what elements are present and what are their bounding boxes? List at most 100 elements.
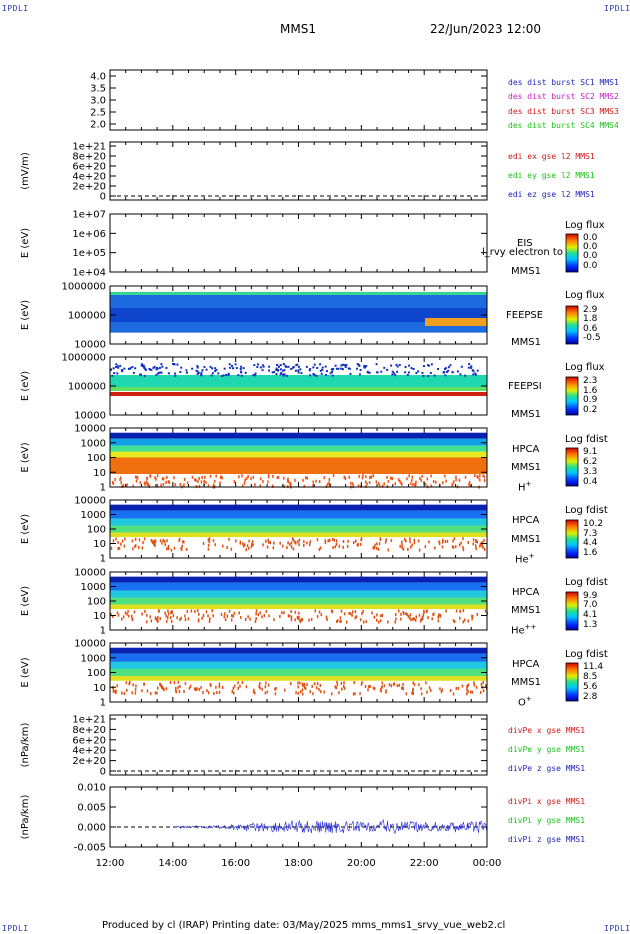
- heatmap-hpca-speck: [297, 685, 299, 689]
- heatmap-hpca-speck: [411, 617, 414, 621]
- heatmap-hpca-speck: [155, 618, 158, 622]
- heatmap-hpca-speck: [243, 544, 245, 548]
- y-axis-label: (nPa/km): [20, 723, 31, 768]
- heatmap-hpca-speck: [438, 613, 440, 617]
- panel-frame: [109, 141, 488, 201]
- heatmap-hpca-speck: [481, 542, 483, 546]
- heatmap-feepsi-speck: [174, 374, 177, 377]
- legend-divpi-x: divPi x gse MMS1: [508, 797, 586, 806]
- heatmap-hpca-speck: [406, 613, 408, 617]
- heatmap-hpca-speck: [127, 614, 130, 618]
- heatmap-hpca-speck: [273, 618, 275, 622]
- heatmap-feepsi-speck: [242, 367, 245, 370]
- heatmap-feepsi-speck: [132, 371, 135, 374]
- heatmap-hpca-speck: [362, 610, 364, 614]
- heatmap-hpca-speck: [316, 682, 319, 686]
- y-tick-label: 3.5: [90, 84, 106, 95]
- heatmap-hpca-speck: [167, 547, 170, 551]
- heatmap-hpca-speck: [277, 476, 280, 480]
- heatmap-hpca-speck: [146, 477, 148, 481]
- legend-divpi-y: divPi y gse MMS1: [508, 816, 586, 825]
- heatmap-hpca-speck: [339, 619, 341, 623]
- heatmap-hpca-speck: [254, 483, 256, 487]
- heatmap-hpca-speck: [352, 692, 355, 696]
- heatmap-hpca-speck: [119, 478, 121, 482]
- heatmap-hpca-speck: [116, 611, 119, 615]
- heatmap-hpca-speck: [328, 481, 330, 485]
- heatmap-hpca-speck: [279, 614, 281, 618]
- heatmap-feepsi-speck: [227, 372, 230, 375]
- heatmap-hpca-speck: [124, 537, 126, 541]
- heatmap-hpca-speck: [137, 546, 140, 550]
- heatmap-hpca-speck: [396, 684, 399, 688]
- heatmap-hpca-speck: [190, 609, 193, 613]
- heatmap-hpca-speck: [395, 617, 397, 621]
- heatmap-hpca-speck: [345, 620, 348, 624]
- heatmap-feepsi-speck: [335, 367, 338, 370]
- heatmap-hpca-speck: [283, 484, 285, 488]
- heatmap-hpca-speck: [241, 474, 243, 478]
- heatmap-hpca-speck: [127, 609, 129, 613]
- heatmap-feepsi-speck: [396, 365, 399, 368]
- heatmap-feepsi-speck: [230, 364, 233, 367]
- colorbar: [565, 305, 579, 345]
- heatmap-feepsi-speck: [470, 365, 473, 368]
- heatmap-hpca-speck: [223, 615, 226, 619]
- y-tick-label: 1000: [81, 582, 106, 593]
- heatmap-hpca-speck: [379, 619, 382, 623]
- heatmap-hpca-speck: [134, 688, 137, 692]
- heatmap-hpca-speck: [479, 474, 481, 478]
- heatmap-hpca-speck: [195, 687, 198, 691]
- heatmap-hpca-speck: [482, 545, 484, 549]
- heatmap-hpca-speck: [112, 482, 115, 486]
- heatmap-hpca-speck: [401, 546, 404, 550]
- y-tick-label: 1e+05: [72, 248, 106, 259]
- heatmap-hpca-speck: [194, 478, 196, 482]
- heatmap-hpca-speck: [154, 543, 156, 547]
- cbar-tick: 9.9: [583, 591, 598, 601]
- heatmap-hpca-speck: [400, 612, 402, 616]
- heatmap-hpca-speck: [394, 620, 396, 624]
- heatmap-hpca-speck: [178, 539, 180, 543]
- heatmap-hpca-speck: [146, 481, 148, 485]
- heatmap-hpca-speck: [157, 619, 159, 623]
- corner-label-top-left: IPDLI: [2, 4, 29, 13]
- heatmap-hpca-speck: [298, 611, 300, 615]
- heatmap-feepsi-speck: [215, 368, 218, 371]
- y-tick-label: 10: [93, 539, 106, 550]
- heatmap-hpca-speck: [413, 617, 415, 621]
- heatmap-hpca-speck: [262, 543, 264, 547]
- heatmap-hpca-speck: [418, 613, 421, 617]
- heatmap-hpca-speck: [198, 476, 200, 480]
- heatmap-hpca-speck: [402, 612, 405, 616]
- heatmap-feepsi-speck: [286, 374, 289, 377]
- heatmap-hpca-speck: [483, 538, 485, 542]
- heatmap-hpca-speck: [351, 482, 354, 486]
- heatmap-feepsi-speck: [331, 370, 334, 373]
- heatmap-hpca-speck: [462, 548, 465, 552]
- inst-eis-extra: l_rvy electron to: [482, 247, 563, 258]
- heatmap-hpca-speck: [405, 539, 407, 543]
- heatmap-hpca-speck: [165, 687, 168, 691]
- heatmap-hpca-speck: [292, 538, 295, 542]
- heatmap-feepsi-speck: [210, 374, 213, 377]
- heatmap-feepsi-speck: [115, 365, 118, 368]
- heatmap-hpca-speck: [458, 543, 461, 547]
- heatmap-hpca-speck: [400, 617, 402, 621]
- heatmap-hpca-speck: [332, 474, 335, 478]
- heatmap-hpca-speck: [265, 539, 267, 543]
- heatmap-hpca-speck: [457, 686, 460, 690]
- heatmap-hpca-speck: [399, 544, 401, 548]
- y-tick-label: 10: [93, 611, 106, 622]
- heatmap-feepsi-speck: [406, 373, 409, 376]
- heatmap-hpca-speck: [354, 610, 357, 614]
- heatmap-hpca-speck: [419, 619, 422, 623]
- heatmap-feepsi-speck: [261, 369, 264, 372]
- heatmap-hpca-speck: [314, 609, 317, 613]
- heatmap-hpca-speck: [326, 482, 329, 486]
- heatmap-hpca-speck: [123, 544, 126, 548]
- legend-divpe-x: divPe x gse MMS1: [508, 726, 586, 735]
- heatmap-hpca-speck: [422, 617, 424, 621]
- heatmap-hpca-speck: [204, 475, 206, 479]
- heatmap-hpca-speck: [418, 683, 420, 687]
